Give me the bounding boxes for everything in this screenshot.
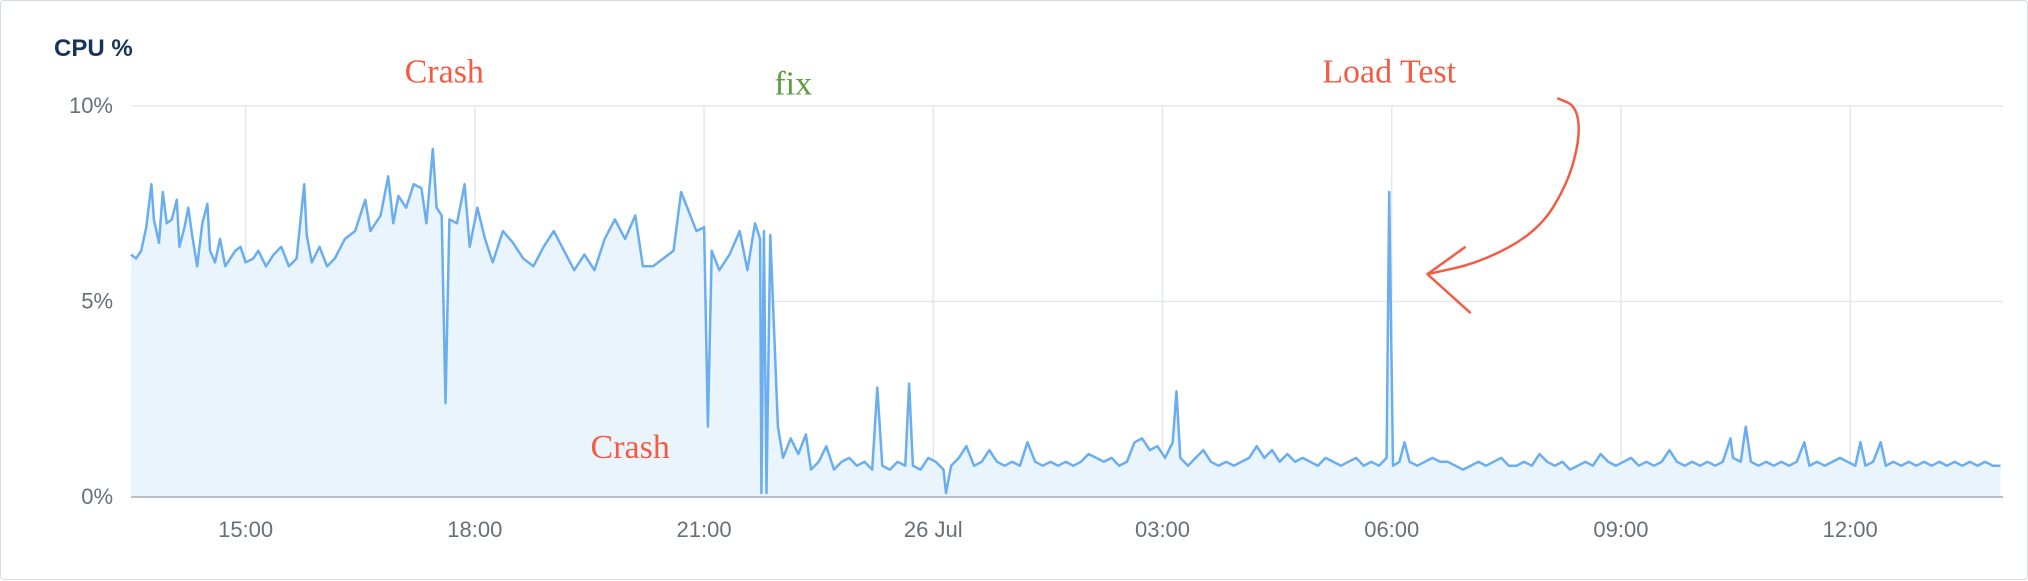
x-tick-label: 21:00 bbox=[677, 517, 732, 542]
chart-container: 0% 5% 10% 15:00 18:00 21:00 26 Jul 03:00 06:00 09… bbox=[1, 1, 2028, 581]
annotation-loadtest: Load Test bbox=[1322, 54, 1456, 91]
annotation-arrow-loadtest bbox=[1427, 98, 1578, 274]
x-tick-label: 26 Jul bbox=[904, 517, 963, 542]
y-tick-label: 0% bbox=[81, 484, 113, 509]
y-tick-label: 10% bbox=[69, 93, 113, 118]
x-tick-label: 09:00 bbox=[1593, 517, 1648, 542]
x-tick-label: 15:00 bbox=[218, 517, 273, 542]
x-tick-label: 12:00 bbox=[1823, 517, 1878, 542]
annotation-crash-2: Crash bbox=[591, 429, 670, 466]
x-tick-label: 18:00 bbox=[447, 517, 502, 542]
annotation-arrowhead-loadtest bbox=[1427, 247, 1470, 313]
x-tick-label: 03:00 bbox=[1135, 517, 1190, 542]
cpu-series-area bbox=[131, 149, 2001, 497]
annotation-fix: fix bbox=[774, 65, 812, 102]
cpu-area-chart: 0% 5% 10% 15:00 18:00 21:00 26 Jul 03:00 06:00 09… bbox=[1, 1, 2028, 581]
y-tick-label: 5% bbox=[81, 289, 113, 314]
x-tick-label: 06:00 bbox=[1364, 517, 1419, 542]
annotation-crash-1: Crash bbox=[405, 54, 484, 91]
cpu-panel: CPU % 0%5%10%15:0018:0021:0026 Jul03:000… bbox=[0, 0, 2028, 580]
